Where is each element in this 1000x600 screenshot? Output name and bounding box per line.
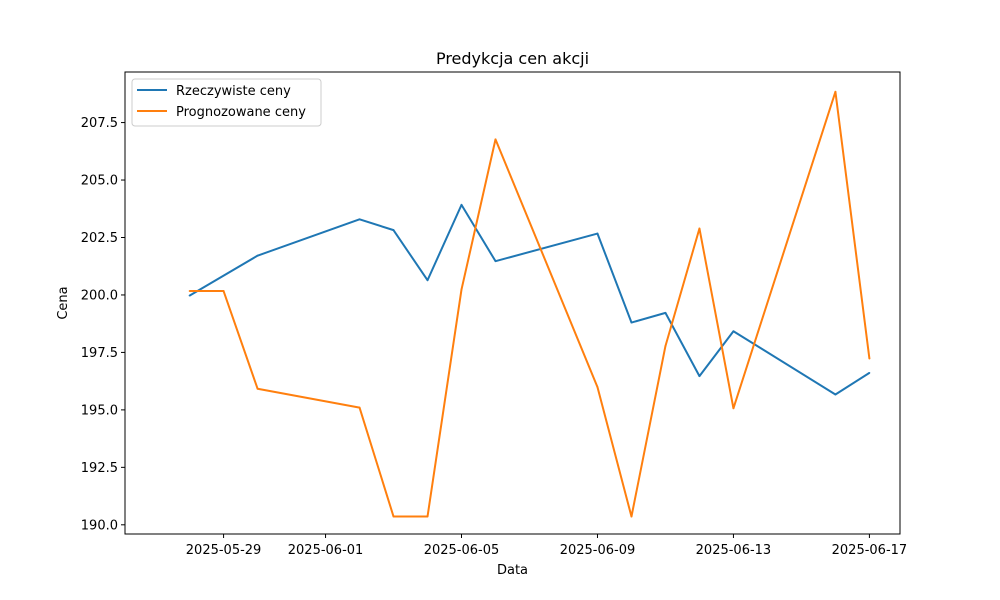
chart-title: Predykcja cen akcji (436, 49, 589, 68)
y-tick-label: 197.5 (81, 346, 118, 361)
x-tick-label: 2025-06-17 (832, 543, 908, 558)
data-point-prognozowane (392, 515, 395, 518)
x-tick-label: 2025-06-13 (696, 543, 772, 558)
y-tick-label: 205.0 (81, 174, 118, 189)
y-tick-label: 195.0 (81, 403, 118, 418)
x-tick-label: 2025-05-29 (186, 543, 262, 558)
data-point-rzeczywiste (732, 330, 735, 333)
x-tick-label: 2025-06-05 (424, 543, 500, 558)
data-point-rzeczywiste (698, 375, 701, 377)
data-point-prognozowane (188, 290, 191, 292)
data-point-rzeczywiste (630, 321, 633, 324)
series-layer (188, 90, 871, 518)
y-axis-label: Cena (56, 286, 71, 319)
data-point-prognozowane (732, 407, 735, 410)
y-axis: 190.0 192.5 195.0 197.5 200.0 202.5 205.0 207.5 (81, 116, 125, 533)
data-point-rzeczywiste (426, 279, 429, 282)
legend-box (131, 78, 322, 127)
data-point-rzeczywiste (392, 229, 395, 232)
data-point-rzeczywiste (834, 393, 837, 396)
data-point-prognozowane (494, 138, 497, 141)
x-tick-label: 2025-06-09 (560, 543, 636, 558)
x-axis: 2025-05-29 2025-06-01 2025-06-05 2025-06-09… (186, 534, 907, 558)
data-point-prognozowane (460, 288, 463, 291)
data-point-prognozowane (596, 386, 599, 389)
y-tick-label: 200.0 (81, 288, 118, 303)
y-tick-label: 190.0 (81, 518, 118, 533)
legend-label-rzeczywiste: Rzeczywiste ceny (176, 84, 291, 99)
data-point-prognozowane (868, 357, 871, 360)
y-tick-label: 192.5 (81, 461, 118, 476)
data-point-prognozowane (222, 290, 225, 292)
y-tick-label: 202.5 (81, 231, 118, 246)
series-line-rzeczywiste (189, 203, 870, 396)
data-point-prognozowane (664, 345, 667, 347)
data-point-rzeczywiste (188, 294, 191, 297)
data-point-prognozowane (358, 406, 361, 409)
data-point-rzeczywiste (494, 260, 497, 263)
data-point-rzeczywiste (868, 371, 871, 374)
legend-label-prognozowane: Prognozowane ceny (176, 105, 306, 120)
data-point-prognozowane (630, 515, 633, 518)
data-point-rzeczywiste (596, 232, 599, 235)
y-tick-label: 207.5 (81, 116, 118, 131)
data-point-rzeczywiste (256, 254, 259, 257)
data-point-prognozowane (834, 90, 837, 93)
data-point-rzeczywiste (358, 218, 361, 221)
data-point-prognozowane (426, 515, 429, 518)
x-tick-label: 2025-06-01 (288, 543, 364, 558)
legend: Rzeczywiste ceny Prognozowane ceny (131, 78, 322, 127)
x-axis-label: Data (497, 563, 528, 578)
data-point-rzeczywiste (460, 203, 463, 206)
data-point-prognozowane (698, 227, 701, 230)
plot-area-frame (124, 71, 901, 535)
data-point-rzeczywiste (664, 311, 667, 314)
data-point-prognozowane (256, 387, 259, 390)
